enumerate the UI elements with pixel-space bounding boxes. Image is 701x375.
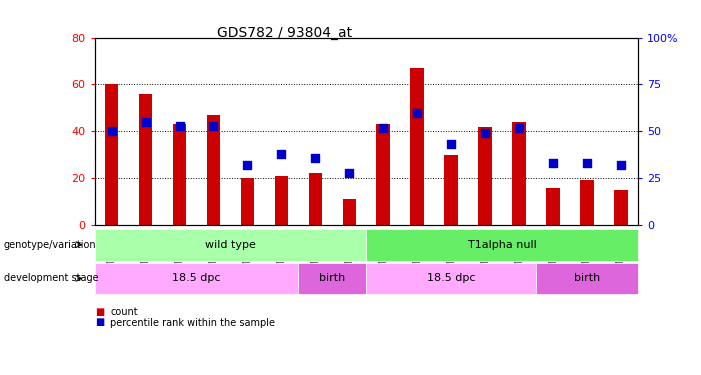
Bar bbox=[308, 173, 322, 225]
Point bbox=[242, 162, 253, 168]
Point bbox=[411, 110, 423, 116]
Text: genotype/variation: genotype/variation bbox=[4, 240, 96, 250]
Text: development stage: development stage bbox=[4, 273, 98, 284]
Bar bbox=[275, 176, 288, 225]
Bar bbox=[172, 124, 186, 225]
Bar bbox=[105, 84, 118, 225]
Text: 18.5 dpc: 18.5 dpc bbox=[172, 273, 221, 284]
Point bbox=[446, 141, 457, 147]
Point bbox=[343, 170, 355, 176]
Point bbox=[615, 162, 627, 168]
Bar bbox=[512, 122, 526, 225]
Bar bbox=[580, 180, 594, 225]
Text: ■: ■ bbox=[95, 318, 104, 327]
Text: percentile rank within the sample: percentile rank within the sample bbox=[110, 318, 275, 327]
Bar bbox=[478, 127, 492, 225]
Text: ■: ■ bbox=[95, 307, 104, 317]
Point bbox=[378, 124, 389, 130]
Point bbox=[547, 160, 559, 166]
Bar bbox=[240, 178, 254, 225]
Text: count: count bbox=[110, 307, 137, 317]
Bar bbox=[207, 115, 220, 225]
Text: GDS782 / 93804_at: GDS782 / 93804_at bbox=[217, 26, 353, 40]
Text: birth: birth bbox=[574, 273, 600, 284]
Bar bbox=[614, 190, 627, 225]
Point bbox=[581, 160, 592, 166]
Point bbox=[513, 124, 524, 130]
Point bbox=[275, 151, 287, 157]
Bar bbox=[139, 94, 152, 225]
Text: 18.5 dpc: 18.5 dpc bbox=[427, 273, 475, 284]
Point bbox=[208, 123, 219, 129]
Text: T1alpha null: T1alpha null bbox=[468, 240, 536, 250]
Bar bbox=[343, 199, 356, 225]
Bar bbox=[376, 124, 390, 225]
Point bbox=[174, 123, 185, 129]
Bar bbox=[410, 68, 424, 225]
Bar bbox=[444, 154, 458, 225]
Point bbox=[310, 154, 321, 160]
Text: birth: birth bbox=[319, 273, 346, 284]
Point bbox=[140, 119, 151, 125]
Point bbox=[479, 130, 491, 136]
Point bbox=[106, 128, 117, 134]
Bar bbox=[546, 188, 560, 225]
Text: wild type: wild type bbox=[205, 240, 256, 250]
